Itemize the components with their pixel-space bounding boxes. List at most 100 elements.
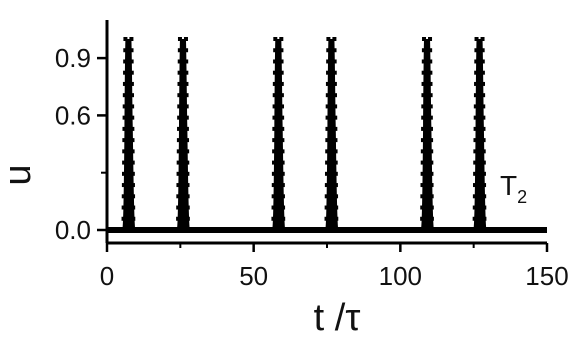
spike-dot	[326, 48, 331, 53]
spike-dot	[421, 126, 426, 131]
x-tick-label: 0	[100, 261, 114, 291]
annotation-subscript: 2	[517, 187, 527, 207]
spike-dot	[122, 115, 127, 120]
spike-dot	[280, 160, 285, 165]
spike-dot	[428, 126, 433, 131]
spike-dot	[429, 149, 434, 154]
spike-dot	[324, 194, 329, 199]
spike-dot	[131, 216, 136, 221]
spike-dot	[271, 205, 276, 210]
spike-dot	[177, 93, 182, 98]
spike-dot	[123, 37, 128, 41]
annotation-label: T2	[500, 170, 527, 207]
spike-dot	[122, 171, 127, 176]
spike-dot	[420, 138, 425, 143]
spike-dot	[272, 160, 277, 165]
spike-dot	[325, 115, 330, 120]
spike-dot	[333, 138, 338, 143]
spike-dot	[428, 59, 433, 64]
spike-dot	[421, 115, 426, 120]
spike-dot	[280, 171, 285, 176]
spike-dot	[481, 160, 486, 165]
spike-dot	[185, 138, 190, 143]
spike-dot	[130, 104, 135, 109]
spike-dot	[123, 59, 128, 64]
spike-dot	[122, 104, 127, 109]
spike	[121, 37, 136, 232]
spike-dot	[429, 183, 434, 188]
spike-dot	[183, 37, 188, 41]
spike-dot	[122, 126, 127, 131]
spike-dot	[482, 216, 487, 221]
spike-dot	[428, 81, 433, 86]
spike-dot	[176, 149, 181, 154]
spike-dot	[325, 138, 330, 143]
spike-dot	[184, 48, 189, 53]
spike-dot	[473, 160, 478, 165]
spike-dot	[176, 205, 181, 210]
y-ticks: 0.0 0.6 0.9	[55, 43, 107, 245]
spike-dot	[472, 205, 477, 210]
spike-dot	[177, 59, 182, 64]
spike-dot	[333, 183, 338, 188]
spike-dot	[472, 216, 477, 221]
spike-dot	[472, 194, 477, 199]
spike-dot	[176, 160, 181, 165]
spike-dot	[333, 104, 338, 109]
x-axis-label: t /τ	[314, 297, 361, 339]
spike-dot	[429, 138, 434, 143]
spike-shape	[176, 39, 190, 230]
spike-dot	[332, 81, 337, 86]
spike-dot	[121, 205, 126, 210]
spike-dot	[279, 37, 284, 41]
spike-dot	[185, 171, 190, 176]
series-group	[107, 37, 547, 233]
spike-dot	[176, 183, 181, 188]
spike-dot	[129, 81, 134, 86]
spike-dot	[481, 126, 486, 131]
spike-dot	[271, 228, 276, 232]
spike-dot	[481, 104, 486, 109]
spike-dot	[420, 216, 425, 221]
spike-dot	[122, 93, 127, 98]
spike-dot	[121, 216, 126, 221]
spike-dot	[273, 48, 278, 53]
spike-dot	[420, 149, 425, 154]
spike-dot	[272, 115, 277, 120]
spike-dot	[122, 160, 127, 165]
spike-dot	[280, 194, 285, 199]
spike-dot	[130, 160, 135, 165]
spike-dot	[280, 183, 285, 188]
spike-dot	[279, 93, 284, 98]
spike-dot	[177, 37, 182, 41]
spike-dot	[281, 205, 286, 210]
spike-dot	[333, 149, 338, 154]
spike-dot	[325, 104, 330, 109]
spike-dot	[420, 228, 425, 232]
spike-dot	[482, 228, 487, 232]
spike-dot	[482, 205, 487, 210]
spike-dot	[428, 48, 433, 53]
spike-dot	[474, 48, 479, 53]
spike-dot	[184, 126, 189, 131]
spike-dot	[271, 171, 276, 176]
spike-dot	[324, 171, 329, 176]
spike-shape	[325, 39, 339, 230]
y-tick-label: 0.9	[55, 43, 91, 73]
spike-dot	[325, 149, 330, 154]
spike-dot	[279, 59, 284, 64]
spike-dot	[325, 81, 330, 86]
spike-dot	[271, 183, 276, 188]
spike-shape	[122, 39, 136, 230]
x-ticks: 0 50 100 150	[100, 243, 569, 291]
spike-shape	[272, 39, 286, 230]
spike-dot	[481, 138, 486, 143]
spike-dot	[177, 126, 182, 131]
spike-dot	[333, 171, 338, 176]
x-tick-label: 50	[239, 261, 268, 291]
spike-dot	[481, 81, 486, 86]
spike-dot	[185, 228, 190, 232]
spike	[324, 37, 339, 232]
spike-dot	[184, 81, 189, 86]
spike-dot	[272, 104, 277, 109]
